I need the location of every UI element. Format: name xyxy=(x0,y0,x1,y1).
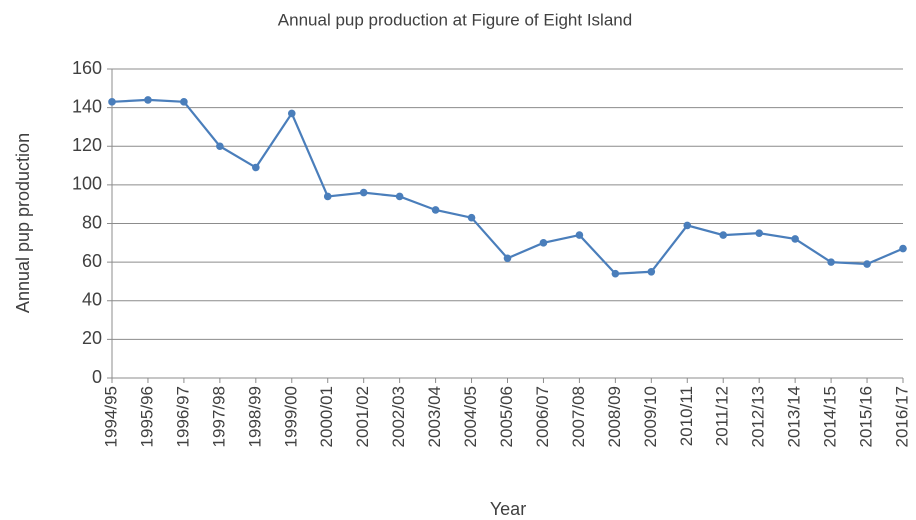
y-tick-label: 100 xyxy=(72,174,102,194)
x-tick-label: 2001/02 xyxy=(353,386,372,447)
y-tick-label: 140 xyxy=(72,96,102,116)
data-point xyxy=(575,231,584,239)
data-point xyxy=(899,244,907,253)
data-point xyxy=(431,206,440,214)
y-tick-label: 40 xyxy=(82,290,102,310)
line xyxy=(111,98,904,275)
x-tick-label: 2015/16 xyxy=(857,386,876,447)
data-point xyxy=(144,96,152,104)
data-point xyxy=(503,254,512,263)
x-tick-label: 2008/09 xyxy=(605,386,624,447)
x-tick-label: 2004/05 xyxy=(461,386,480,447)
x-tick-label: 1994/95 xyxy=(101,386,120,447)
data-point xyxy=(359,188,368,197)
data-point xyxy=(611,269,620,278)
data-point xyxy=(647,267,656,276)
x-tick-label: 2002/03 xyxy=(389,386,408,447)
x-tick-label: 1998/99 xyxy=(245,386,264,447)
data-point xyxy=(683,221,692,230)
x-tick-label: 1997/98 xyxy=(209,386,228,447)
data-point xyxy=(755,229,763,237)
x-tick-label: 2005/06 xyxy=(497,386,516,447)
data-point xyxy=(395,192,404,201)
y-tick-label: 160 xyxy=(72,58,102,78)
data-point xyxy=(180,98,188,106)
x-tick-label: 1996/97 xyxy=(173,386,192,447)
data-point xyxy=(323,192,332,201)
data-point xyxy=(216,142,224,151)
data-point xyxy=(252,163,260,172)
data-point xyxy=(827,258,835,266)
x-axis-title: Year xyxy=(490,499,526,519)
x-tick-label: 2010/11 xyxy=(677,386,696,446)
x-tick-label: 2012/13 xyxy=(749,386,768,447)
x-tick-label: 2009/10 xyxy=(641,386,660,447)
data-point xyxy=(287,109,296,118)
y-tick-label: 80 xyxy=(82,212,102,232)
x-tick-label: 1995/96 xyxy=(137,386,156,447)
y-tick-label: 60 xyxy=(82,251,102,271)
chart-title: Annual pup production at Figure of Eight… xyxy=(278,10,632,29)
data-point xyxy=(467,213,476,222)
x-tick-label: 2007/08 xyxy=(569,386,588,447)
data-point xyxy=(539,239,548,247)
y-axis-title: Annual pup production xyxy=(13,133,33,313)
x-tick-label: 2016/17 xyxy=(892,386,911,447)
data-point xyxy=(863,260,871,268)
y-tick-label: 20 xyxy=(82,328,102,348)
x-tick-label: 2014/15 xyxy=(821,386,840,447)
x-tick-label: 2003/04 xyxy=(425,386,444,447)
x-tick-label: 2013/14 xyxy=(785,386,804,447)
y-tick-label: 0 xyxy=(92,367,102,387)
data-point xyxy=(719,231,728,239)
data-point xyxy=(108,98,116,106)
x-tick-label: 1999/00 xyxy=(281,386,300,447)
x-tick-label: 2000/01 xyxy=(317,386,336,447)
y-tick-label: 120 xyxy=(72,135,102,155)
x-tick-label: 2006/07 xyxy=(533,386,552,447)
data-point xyxy=(791,235,799,243)
x-tick-label: 2011/12 xyxy=(713,386,732,446)
